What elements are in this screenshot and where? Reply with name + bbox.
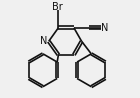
Text: Br: Br — [52, 2, 63, 12]
Text: N: N — [40, 36, 47, 46]
Text: N: N — [101, 23, 108, 33]
